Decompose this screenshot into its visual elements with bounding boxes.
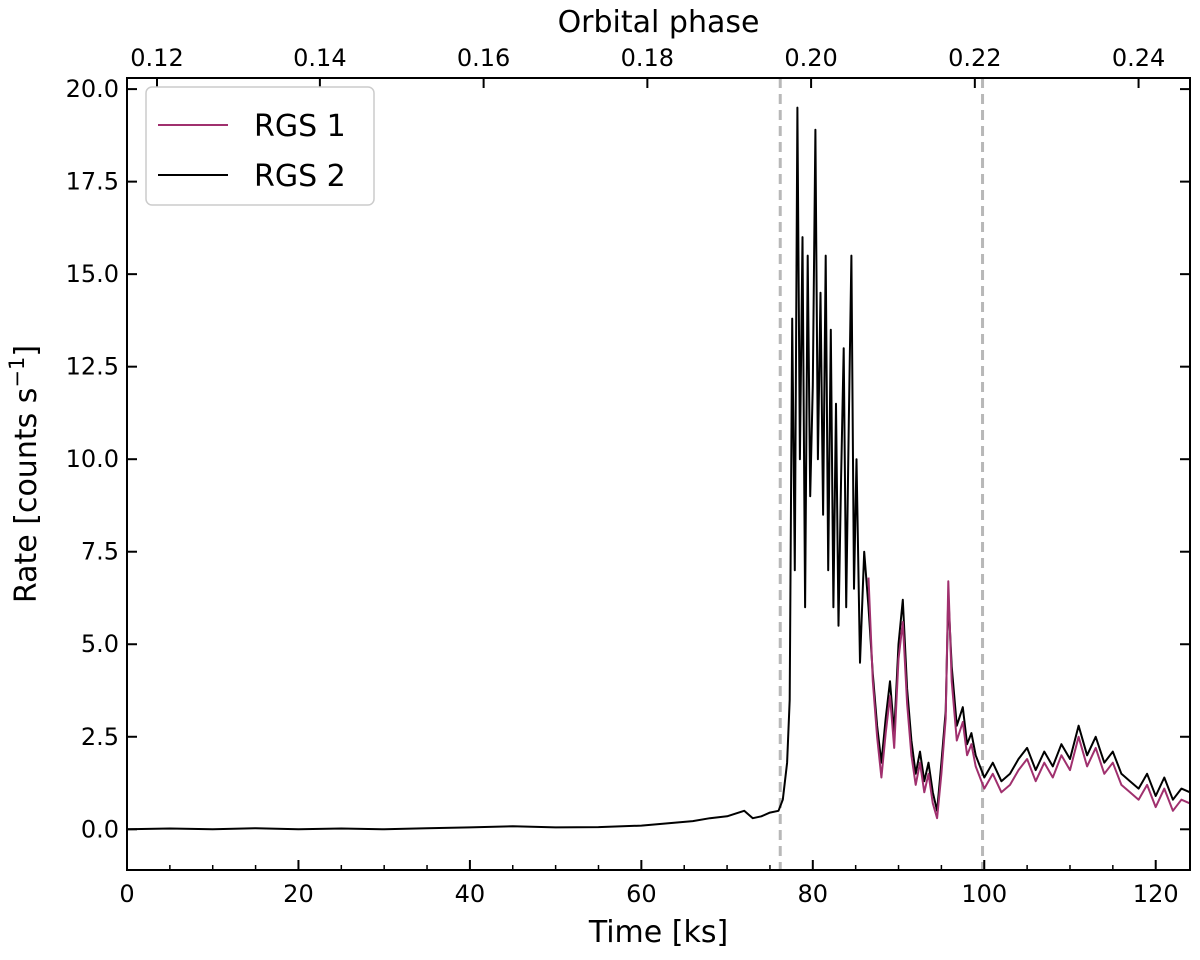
y-tick-label: 15.0 bbox=[66, 260, 119, 288]
y-tick-label: 10.0 bbox=[66, 445, 119, 473]
legend: RGS 1 RGS 2 bbox=[145, 86, 375, 206]
series-line-rgs2 bbox=[126, 106, 1191, 831]
legend-label-rgs2: RGS 2 bbox=[254, 159, 346, 194]
top-tick-label: 0.12 bbox=[130, 44, 183, 72]
top-axis-label: Orbital phase bbox=[558, 5, 760, 40]
x-tick-label: 60 bbox=[626, 880, 657, 908]
legend-label-rgs1: RGS 1 bbox=[254, 109, 346, 144]
y-tick-label: 17.5 bbox=[66, 168, 119, 196]
top-tick-label: 0.18 bbox=[621, 44, 674, 72]
x-tick-label: 120 bbox=[1133, 880, 1179, 908]
plot-frame bbox=[126, 77, 1191, 871]
y-tick-label: 12.5 bbox=[66, 353, 119, 381]
y-tick-label: 7.5 bbox=[81, 538, 119, 566]
vertical-markers bbox=[778, 78, 985, 870]
top-tick-label: 0.20 bbox=[784, 44, 837, 72]
y-tick-label: 0.0 bbox=[81, 815, 119, 843]
top-tick-label: 0.22 bbox=[948, 44, 1001, 72]
x-tick-label: 0 bbox=[119, 880, 134, 908]
y-axis-label: Rate [counts s−1] bbox=[5, 345, 44, 603]
top-tick-label: 0.16 bbox=[457, 44, 510, 72]
top-tick-label: 0.14 bbox=[293, 44, 346, 72]
x-axis-label: Time [ks] bbox=[588, 915, 728, 950]
y-tick-label: 20.0 bbox=[66, 75, 119, 103]
y-axis-label-suffix: ] bbox=[9, 345, 44, 357]
y-tick-label: 2.5 bbox=[81, 723, 119, 751]
top-tick-label: 0.24 bbox=[1112, 44, 1165, 72]
y-axis-label-superscript: −1 bbox=[5, 357, 29, 388]
y-tick-label: 5.0 bbox=[81, 630, 119, 658]
series-line-rgs1 bbox=[867, 577, 1191, 820]
x-tick-label: 40 bbox=[455, 880, 486, 908]
series-lines bbox=[126, 106, 1191, 831]
x-tick-label: 80 bbox=[798, 880, 829, 908]
x-tick-label: 20 bbox=[283, 880, 314, 908]
x-tick-label: 100 bbox=[961, 880, 1007, 908]
y-axis-label-main: Rate [counts s bbox=[9, 388, 44, 603]
tick-labels: 0 20 40 60 80 100 120 0.0 2.5 5.0 7.5 10.0 12.5 15.0 1… bbox=[66, 44, 1179, 908]
